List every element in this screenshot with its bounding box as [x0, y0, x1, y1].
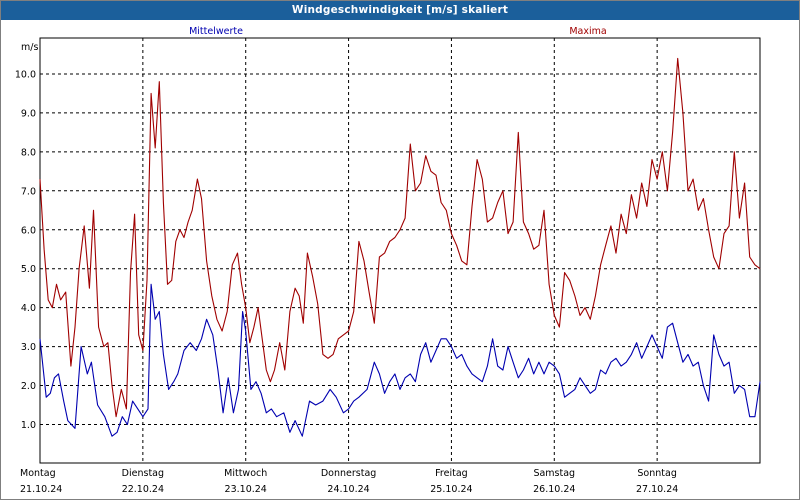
x-tick-weekday: Freitag — [435, 468, 468, 479]
y-tick-label: 1.0 — [21, 420, 36, 431]
y-tick-label: 3.0 — [21, 342, 36, 353]
y-tick-label: 9.0 — [21, 108, 36, 119]
series-line-mittelwerte — [39, 283, 761, 437]
legend-entry: Maxima — [569, 26, 606, 37]
x-tick-date: 27.10.24 — [636, 484, 678, 495]
y-axis-unit: m/s — [21, 42, 38, 53]
y-tick-label: 5.0 — [21, 264, 36, 275]
x-tick-weekday: Donnerstag — [321, 468, 376, 479]
series-line-maxima — [39, 57, 761, 418]
legend-entry: Mittelwerte — [189, 26, 243, 37]
x-tick-date: 25.10.24 — [430, 484, 472, 495]
y-tick-label: 2.0 — [21, 381, 36, 392]
chart-title: Windgeschwindigkeit [m/s] skaliert — [1, 1, 799, 20]
x-tick-date: 23.10.24 — [225, 484, 267, 495]
x-tick-weekday: Montag — [20, 468, 56, 479]
x-tick-date: 24.10.24 — [327, 484, 369, 495]
x-tick-weekday: Sonntag — [637, 468, 676, 479]
y-tick-label: 10.0 — [15, 69, 36, 80]
y-tick-label: 7.0 — [21, 186, 36, 197]
y-tick-label: 6.0 — [21, 225, 36, 236]
y-tick-label: 4.0 — [21, 303, 36, 314]
x-tick-date: 22.10.24 — [122, 484, 164, 495]
x-tick-date: 26.10.24 — [533, 484, 575, 495]
x-tick-weekday: Mittwoch — [224, 468, 267, 479]
x-tick-date: 21.10.24 — [20, 484, 62, 495]
y-tick-label: 8.0 — [21, 147, 36, 158]
x-tick-weekday: Dienstag — [122, 468, 164, 479]
x-tick-weekday: Samstag — [533, 468, 575, 479]
